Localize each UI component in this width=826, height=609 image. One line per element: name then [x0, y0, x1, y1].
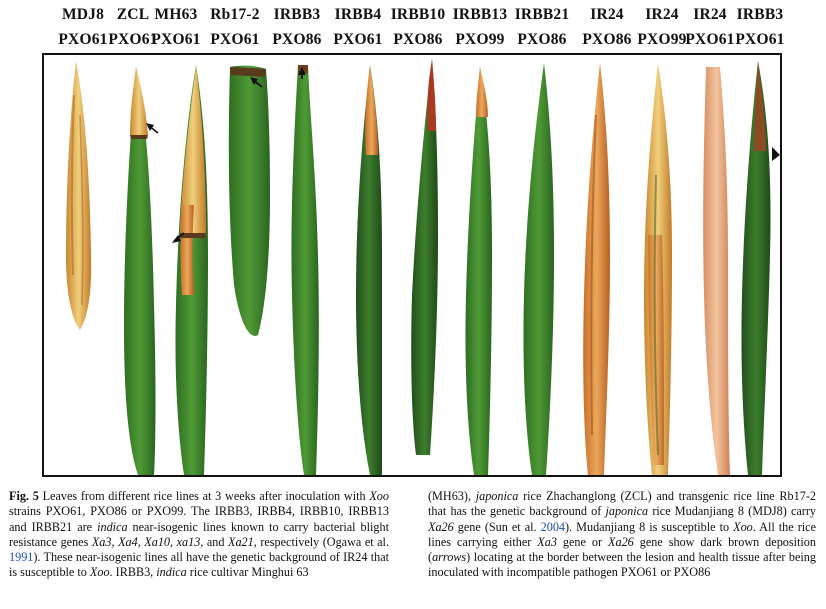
strain-label: PXO61 [685, 31, 735, 48]
caption-italic: Xoo [733, 519, 753, 534]
figure-label: Fig. 5 [9, 489, 39, 503]
strain-label: PXO61 [58, 31, 108, 48]
leaf-irbb3-pxo61 [741, 61, 771, 475]
rice-line-label: IRBB13 [452, 6, 508, 23]
caption-text: . All the rice lines carrying either [428, 519, 816, 549]
deposition-arrow [772, 147, 780, 161]
caption-italic: Xa26 [608, 534, 634, 549]
caption-text: , [111, 534, 119, 549]
leaf-mh63 [175, 65, 208, 475]
rice-line-header-row: MDJ8 ZCL MH63 Rb17-2 IRBB3 IRBB4 IRBB10 IRBB13 I… [0, 6, 826, 28]
strain-header-row: PXO61 PXO61 PXO61 PXO61 PXO86 PXO61 PXO86 PXO99… [0, 31, 826, 53]
caption-italic: Xa21 [228, 534, 254, 549]
caption-text: rice Mudanjiang 8 (MDJ8) carry [648, 504, 817, 519]
caption-italic: arrows [432, 550, 467, 565]
rice-line-label: IR24 [645, 6, 679, 23]
leaves-svg [66, 59, 780, 475]
deposition-arrow [172, 232, 185, 243]
leaf-irbb3-pxo86 [291, 65, 319, 475]
strain-label: PXO86 [272, 31, 322, 48]
leaf-ir24-pxo86 [583, 63, 610, 475]
caption-italic: Xa10 [144, 534, 171, 549]
citation-link[interactable]: 1991 [9, 550, 34, 565]
leaf-zcl [124, 67, 156, 475]
rice-line-label: ZCL [116, 6, 150, 23]
leaf-irbb13 [465, 67, 492, 475]
caption-text: ). Mudanjiang 8 is susceptible to [565, 519, 734, 534]
strain-label: PXO61 [735, 31, 785, 48]
citation-link[interactable]: 2004 [540, 519, 565, 534]
caption-text: gene show dark brown deposition ( [428, 534, 816, 565]
caption-text: gene or [556, 534, 609, 549]
rice-line-label: IRBB3 [736, 6, 784, 23]
leaf-irbb10 [411, 59, 438, 455]
caption-italic: Xa3 [91, 534, 112, 549]
caption-text: Leaves from different rice lines at 3 we… [38, 489, 370, 503]
strain-label: PXO61 [333, 31, 383, 48]
caption-italic: xa13, [176, 534, 204, 549]
strain-label: PXO86 [517, 31, 567, 48]
caption-text: rice cultivar Minghui 63 [186, 565, 309, 580]
leaf-rb17-2 [228, 65, 270, 336]
caption-text: gene (Sun et al. [453, 519, 541, 534]
caption-text: (MH63), [428, 489, 476, 503]
strain-label: PXO99 [637, 31, 687, 48]
strain-label: PXO61 [151, 31, 201, 48]
caption-text: near-isogenic lines known to carry bacte… [9, 519, 389, 549]
leaf-ir24-pxo99 [644, 63, 672, 475]
deposition-arrow [146, 123, 159, 134]
deposition-arrow [250, 77, 263, 88]
caption-text: , [137, 534, 145, 549]
caption-italic: indica [156, 565, 187, 580]
strain-label: PXO61 [108, 31, 158, 48]
caption-text: , [170, 534, 177, 549]
leaf-photograph [42, 53, 782, 477]
rice-line-label: IRBB4 [334, 6, 382, 23]
leaf-irbb21 [523, 63, 554, 475]
rice-line-label: IRBB3 [273, 6, 321, 23]
caption-italic: Xoo [369, 489, 389, 503]
strain-label: PXO86 [393, 31, 443, 48]
caption-text: rice Zhachanglong (ZCL) and transgenic r… [428, 489, 816, 519]
caption-text: , respectively (Ogawa et al. [253, 534, 389, 549]
caption-text: . IRBB3, [109, 565, 157, 580]
rice-line-label: MH63 [154, 6, 198, 23]
rice-line-label: IRBB10 [390, 6, 446, 23]
caption-italic: Xa3 [537, 534, 557, 549]
strain-label: PXO61 [210, 31, 260, 48]
caption-text: ) locating at the border between the les… [428, 550, 816, 580]
leaf-ir24-pxo61 [703, 67, 730, 475]
rice-line-label: IR24 [590, 6, 624, 23]
leaf-irbb4 [356, 65, 382, 475]
caption-italic: Xa26 [428, 519, 454, 534]
strain-label: PXO86 [582, 31, 632, 48]
deposition-arrow [298, 67, 306, 79]
caption-italic: indica [97, 519, 128, 534]
leaf-mdj8 [66, 61, 92, 330]
rice-line-label: IR24 [693, 6, 727, 23]
rice-line-label: MDJ8 [61, 6, 105, 23]
figure-caption-left: Fig. 5 Leaves from different rice lines … [9, 489, 389, 581]
caption-text: strains PXO61, PXO86 or PXO99. The IRBB3… [9, 504, 389, 534]
caption-italic: japonica [605, 504, 649, 519]
rice-line-label: Rb17-2 [210, 6, 260, 23]
caption-italic: japonica [475, 489, 519, 503]
caption-italic: Xoo [89, 565, 110, 580]
rice-line-label: IRBB21 [514, 6, 570, 23]
strain-label: PXO99 [455, 31, 505, 48]
caption-italic: Xa4 [118, 534, 138, 549]
caption-text: ). These near-isogenic lines all have th… [9, 550, 389, 580]
caption-text: and [203, 534, 229, 549]
figure-caption-right: (MH63), japonica rice Zhachanglong (ZCL)… [428, 489, 816, 581]
